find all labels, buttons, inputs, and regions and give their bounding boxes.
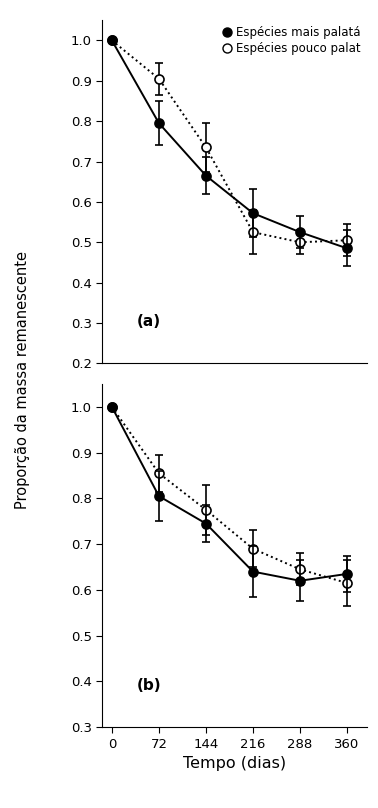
Text: Proporção da massa remanescente: Proporção da massa remanescente (15, 250, 30, 509)
Text: (b): (b) (136, 678, 161, 693)
X-axis label: Tempo (dias): Tempo (dias) (183, 756, 286, 771)
Legend: Espécies mais palatá, Espécies pouco palat: Espécies mais palatá, Espécies pouco pal… (222, 26, 361, 55)
Text: (a): (a) (136, 314, 161, 329)
